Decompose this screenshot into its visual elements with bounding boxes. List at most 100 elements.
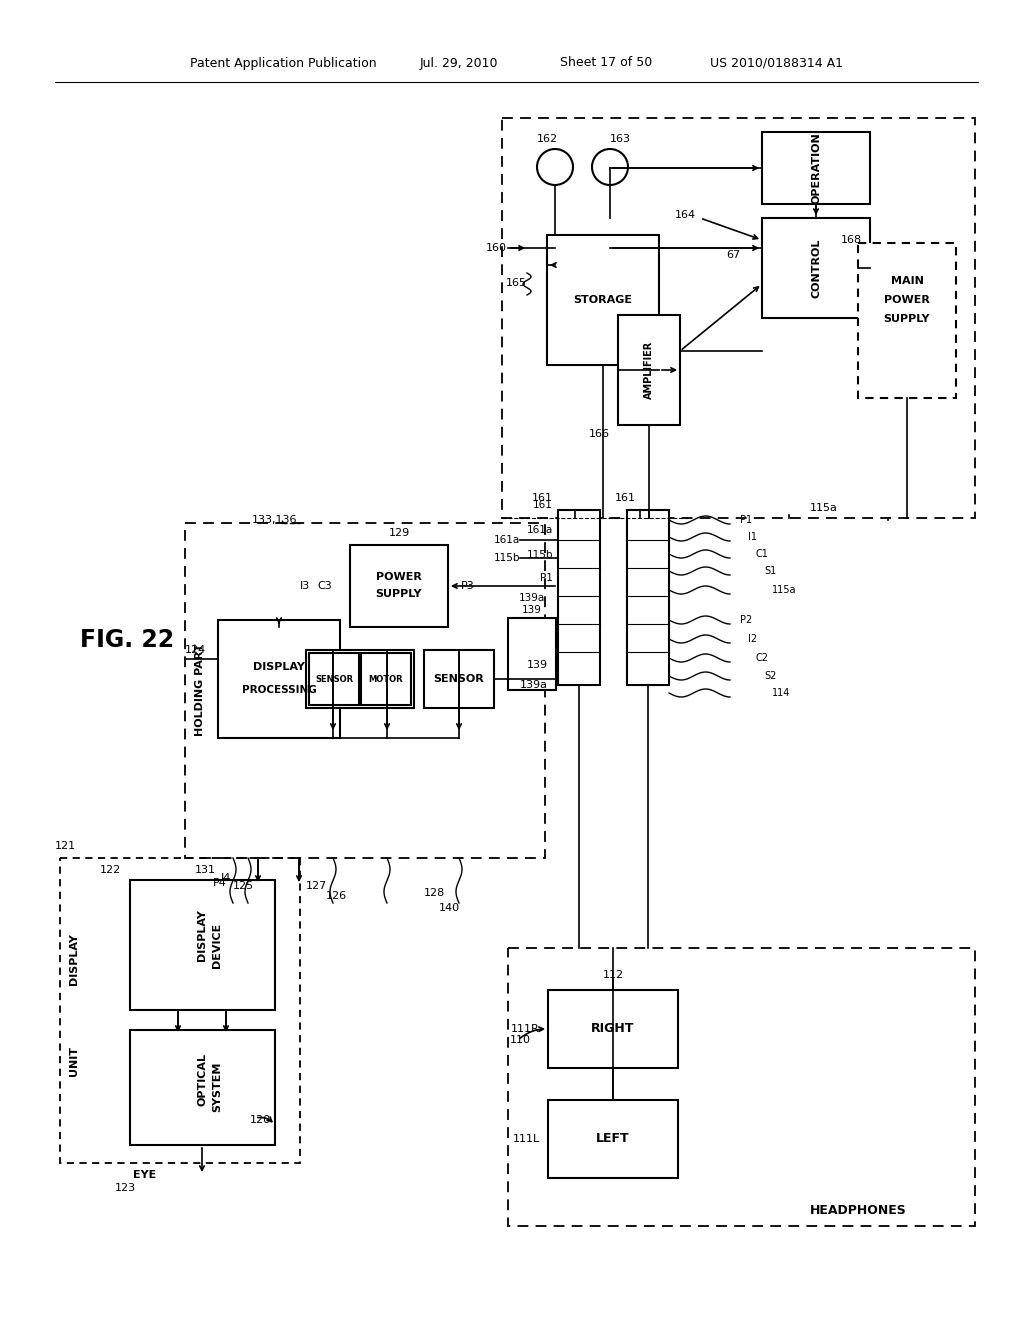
Text: 161a: 161a [494, 535, 520, 545]
Text: POWER: POWER [376, 572, 422, 582]
Text: Jul. 29, 2010: Jul. 29, 2010 [420, 57, 499, 70]
Text: 160: 160 [486, 243, 507, 253]
Text: 123: 123 [115, 1183, 135, 1193]
Bar [185, 523, 545, 858]
Text: C2: C2 [756, 653, 769, 663]
Text: Sheet 17 of 50: Sheet 17 of 50 [560, 57, 652, 70]
Text: FIG. 22: FIG. 22 [80, 628, 174, 652]
Text: I3: I3 [300, 581, 310, 591]
Text: S2: S2 [764, 671, 776, 681]
Bar [548, 990, 678, 1068]
Bar [548, 1100, 678, 1177]
Bar [762, 218, 870, 318]
Bar [60, 858, 300, 1163]
Text: 125: 125 [232, 880, 254, 891]
Bar [762, 132, 870, 205]
Bar [858, 243, 956, 399]
Text: MOTOR: MOTOR [369, 675, 403, 684]
Text: US 2010/0188314 A1: US 2010/0188314 A1 [710, 57, 843, 70]
Text: OPERATION: OPERATION [811, 132, 821, 203]
Bar [618, 315, 680, 425]
Text: 115b: 115b [494, 553, 520, 564]
Text: 161: 161 [614, 492, 636, 503]
Text: 126: 126 [326, 891, 346, 902]
Bar [424, 649, 494, 708]
Bar [558, 510, 600, 685]
Text: HEADPHONES: HEADPHONES [810, 1204, 906, 1217]
Text: SENSOR: SENSOR [315, 675, 353, 684]
Text: 115b: 115b [526, 550, 553, 560]
Text: STORAGE: STORAGE [573, 294, 633, 305]
Text: 111L: 111L [513, 1134, 540, 1144]
Text: CONTROL: CONTROL [811, 239, 821, 298]
Text: RIGHT: RIGHT [591, 1023, 635, 1035]
Bar [130, 880, 275, 1010]
Text: DISPLAY: DISPLAY [253, 663, 305, 672]
Text: 121: 121 [54, 841, 76, 851]
Text: 139a: 139a [519, 593, 545, 603]
Text: DISPLAY: DISPLAY [69, 933, 79, 985]
Bar [218, 620, 340, 738]
Text: 140: 140 [438, 903, 460, 913]
Text: SYSTEM: SYSTEM [212, 1061, 222, 1113]
Text: I1: I1 [748, 532, 757, 543]
Text: 168: 168 [841, 235, 862, 246]
Text: 139: 139 [522, 605, 542, 615]
Text: 110: 110 [510, 1035, 530, 1045]
Text: P3: P3 [461, 581, 475, 591]
Text: 127: 127 [305, 880, 327, 891]
Text: 129: 129 [388, 528, 410, 539]
Text: PROCESSING: PROCESSING [242, 685, 316, 696]
Text: 115a: 115a [772, 585, 797, 595]
Bar [547, 235, 659, 366]
Text: 122: 122 [100, 865, 121, 875]
Text: 128: 128 [423, 888, 444, 898]
Text: 165: 165 [506, 279, 527, 288]
Text: DEVICE: DEVICE [212, 923, 222, 968]
Text: 133,136: 133,136 [252, 515, 297, 525]
Text: P4: P4 [213, 878, 227, 888]
Text: SENSOR: SENSOR [433, 675, 484, 684]
Bar [502, 117, 975, 517]
Text: 166: 166 [589, 429, 610, 440]
Text: 164: 164 [675, 210, 695, 220]
Text: 163: 163 [609, 135, 631, 144]
Text: 131: 131 [195, 865, 215, 875]
Bar [306, 649, 414, 708]
Text: 139a: 139a [520, 680, 548, 690]
Bar [350, 545, 449, 627]
Text: 161: 161 [532, 492, 553, 503]
Text: S1: S1 [764, 566, 776, 576]
Text: I4: I4 [221, 873, 231, 883]
Text: 114: 114 [772, 688, 791, 698]
Text: UNIT: UNIT [69, 1045, 79, 1076]
Text: LEFT: LEFT [596, 1133, 630, 1146]
Text: P2: P2 [740, 615, 753, 624]
Text: P1: P1 [740, 515, 752, 525]
Text: P1: P1 [540, 573, 553, 583]
Text: SUPPLY: SUPPLY [376, 589, 422, 599]
Text: C1: C1 [756, 549, 769, 558]
Text: 124: 124 [184, 645, 206, 655]
Text: DISPLAY: DISPLAY [197, 909, 207, 961]
Text: HOLDING PART: HOLDING PART [195, 644, 205, 737]
Text: 162: 162 [537, 135, 557, 144]
Text: 120: 120 [250, 1115, 270, 1125]
Text: OPTICAL: OPTICAL [197, 1052, 207, 1106]
Bar [130, 1030, 275, 1144]
Text: EYE: EYE [133, 1170, 157, 1180]
Text: AMPLIFIER: AMPLIFIER [644, 341, 654, 399]
Text: 115a: 115a [810, 503, 838, 513]
Bar [627, 510, 669, 685]
Text: POWER: POWER [884, 294, 930, 305]
Text: C3: C3 [317, 581, 333, 591]
Bar [508, 618, 556, 690]
Text: I2: I2 [748, 634, 757, 644]
Text: 111R: 111R [511, 1024, 540, 1034]
Bar [361, 653, 411, 705]
Text: SUPPLY: SUPPLY [884, 314, 930, 323]
Text: MAIN: MAIN [891, 276, 924, 286]
Text: 112: 112 [602, 970, 624, 979]
Text: 161a: 161a [526, 525, 553, 535]
Text: 161: 161 [534, 500, 553, 510]
